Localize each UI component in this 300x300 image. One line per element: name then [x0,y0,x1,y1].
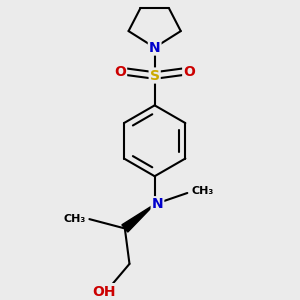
Text: CH₃: CH₃ [191,186,213,196]
Text: O: O [114,65,126,79]
Text: S: S [150,68,160,83]
Text: N: N [152,197,163,211]
Text: OH: OH [93,285,116,299]
Polygon shape [122,204,155,232]
Text: CH₃: CH₃ [63,214,86,224]
Text: N: N [149,40,161,55]
Text: O: O [183,65,195,79]
